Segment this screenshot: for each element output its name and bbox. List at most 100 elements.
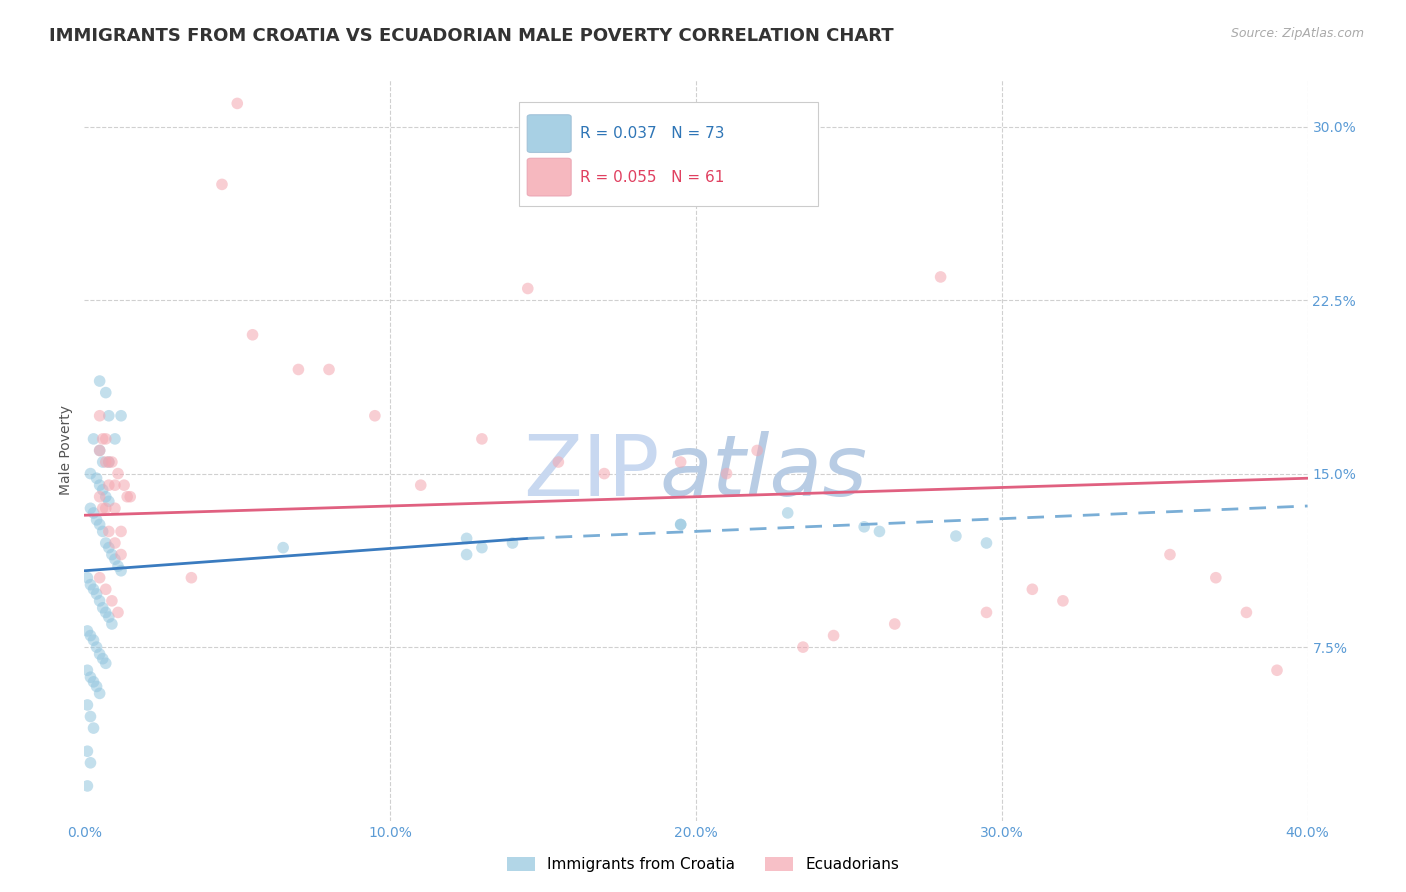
Point: [83, 721, 105, 735]
Point: [76, 624, 98, 638]
Point: [94, 385, 117, 400]
Point: [97, 478, 120, 492]
Point: [211, 178, 233, 192]
Point: [89, 409, 111, 423]
Point: [853, 520, 876, 534]
Text: R = 0.037   N = 73: R = 0.037 N = 73: [579, 126, 724, 141]
Point: [101, 617, 124, 632]
Point: [76, 744, 98, 758]
Point: [1205, 571, 1227, 585]
Point: [456, 548, 478, 562]
Point: [97, 524, 120, 539]
Point: [929, 269, 952, 284]
Point: [79, 709, 101, 723]
Point: [79, 628, 101, 642]
Point: [110, 524, 132, 539]
Point: [669, 517, 692, 532]
Point: [89, 478, 111, 492]
Point: [101, 548, 124, 562]
Point: [89, 490, 111, 504]
Point: [86, 587, 108, 601]
Point: [883, 617, 905, 632]
Point: [79, 501, 101, 516]
Point: [94, 455, 117, 469]
Point: [83, 432, 105, 446]
Point: [823, 628, 845, 642]
Point: [86, 471, 108, 485]
Text: Source: ZipAtlas.com: Source: ZipAtlas.com: [1230, 27, 1364, 40]
Point: [91, 600, 114, 615]
Point: [669, 455, 692, 469]
Point: [516, 281, 538, 295]
Point: [86, 513, 108, 527]
Point: [1052, 594, 1074, 608]
Point: [1159, 548, 1181, 562]
Point: [1265, 663, 1288, 677]
Point: [101, 455, 124, 469]
Point: [669, 517, 692, 532]
Point: [79, 670, 101, 684]
Point: [502, 536, 524, 550]
Point: [89, 443, 111, 458]
Point: [1236, 606, 1258, 620]
Point: [86, 640, 108, 654]
Point: [104, 432, 127, 446]
Point: [107, 559, 129, 574]
Legend: Immigrants from Croatia, Ecuadorians: Immigrants from Croatia, Ecuadorians: [499, 849, 907, 880]
Point: [94, 490, 117, 504]
Point: [79, 577, 101, 591]
Point: [94, 501, 117, 516]
Text: IMMIGRANTS FROM CROATIA VS ECUADORIAN MALE POVERTY CORRELATION CHART: IMMIGRANTS FROM CROATIA VS ECUADORIAN MA…: [49, 27, 894, 45]
Point: [76, 698, 98, 712]
Point: [83, 674, 105, 689]
FancyBboxPatch shape: [519, 103, 818, 206]
Point: [547, 455, 569, 469]
Point: [104, 501, 127, 516]
Text: R = 0.055   N = 61: R = 0.055 N = 61: [579, 169, 724, 185]
Point: [89, 517, 111, 532]
Point: [776, 506, 799, 520]
Point: [97, 455, 120, 469]
Point: [89, 443, 111, 458]
Point: [91, 501, 114, 516]
Point: [97, 610, 120, 624]
Point: [79, 467, 101, 481]
Point: [471, 432, 494, 446]
Point: [242, 327, 264, 342]
Point: [101, 594, 124, 608]
Point: [107, 467, 129, 481]
FancyBboxPatch shape: [527, 115, 571, 153]
Point: [94, 582, 117, 597]
FancyBboxPatch shape: [527, 158, 571, 196]
Point: [79, 756, 101, 770]
Point: [110, 409, 132, 423]
Point: [716, 467, 738, 481]
Point: [110, 548, 132, 562]
Point: [76, 779, 98, 793]
Point: [112, 478, 135, 492]
Y-axis label: Male Poverty: Male Poverty: [59, 406, 73, 495]
Point: [456, 532, 478, 546]
Point: [976, 606, 998, 620]
Point: [287, 362, 309, 376]
Point: [471, 541, 494, 555]
Text: atlas: atlas: [659, 431, 868, 514]
Point: [89, 594, 111, 608]
Point: [180, 571, 202, 585]
Point: [91, 432, 114, 446]
Point: [76, 663, 98, 677]
Point: [364, 409, 387, 423]
Point: [94, 657, 117, 671]
Point: [89, 571, 111, 585]
Point: [409, 478, 432, 492]
Point: [115, 490, 138, 504]
Point: [97, 541, 120, 555]
Point: [83, 506, 105, 520]
Point: [593, 467, 616, 481]
Point: [89, 647, 111, 661]
Point: [83, 633, 105, 648]
Point: [97, 455, 120, 469]
Point: [76, 571, 98, 585]
Point: [94, 432, 117, 446]
Point: [89, 686, 111, 700]
